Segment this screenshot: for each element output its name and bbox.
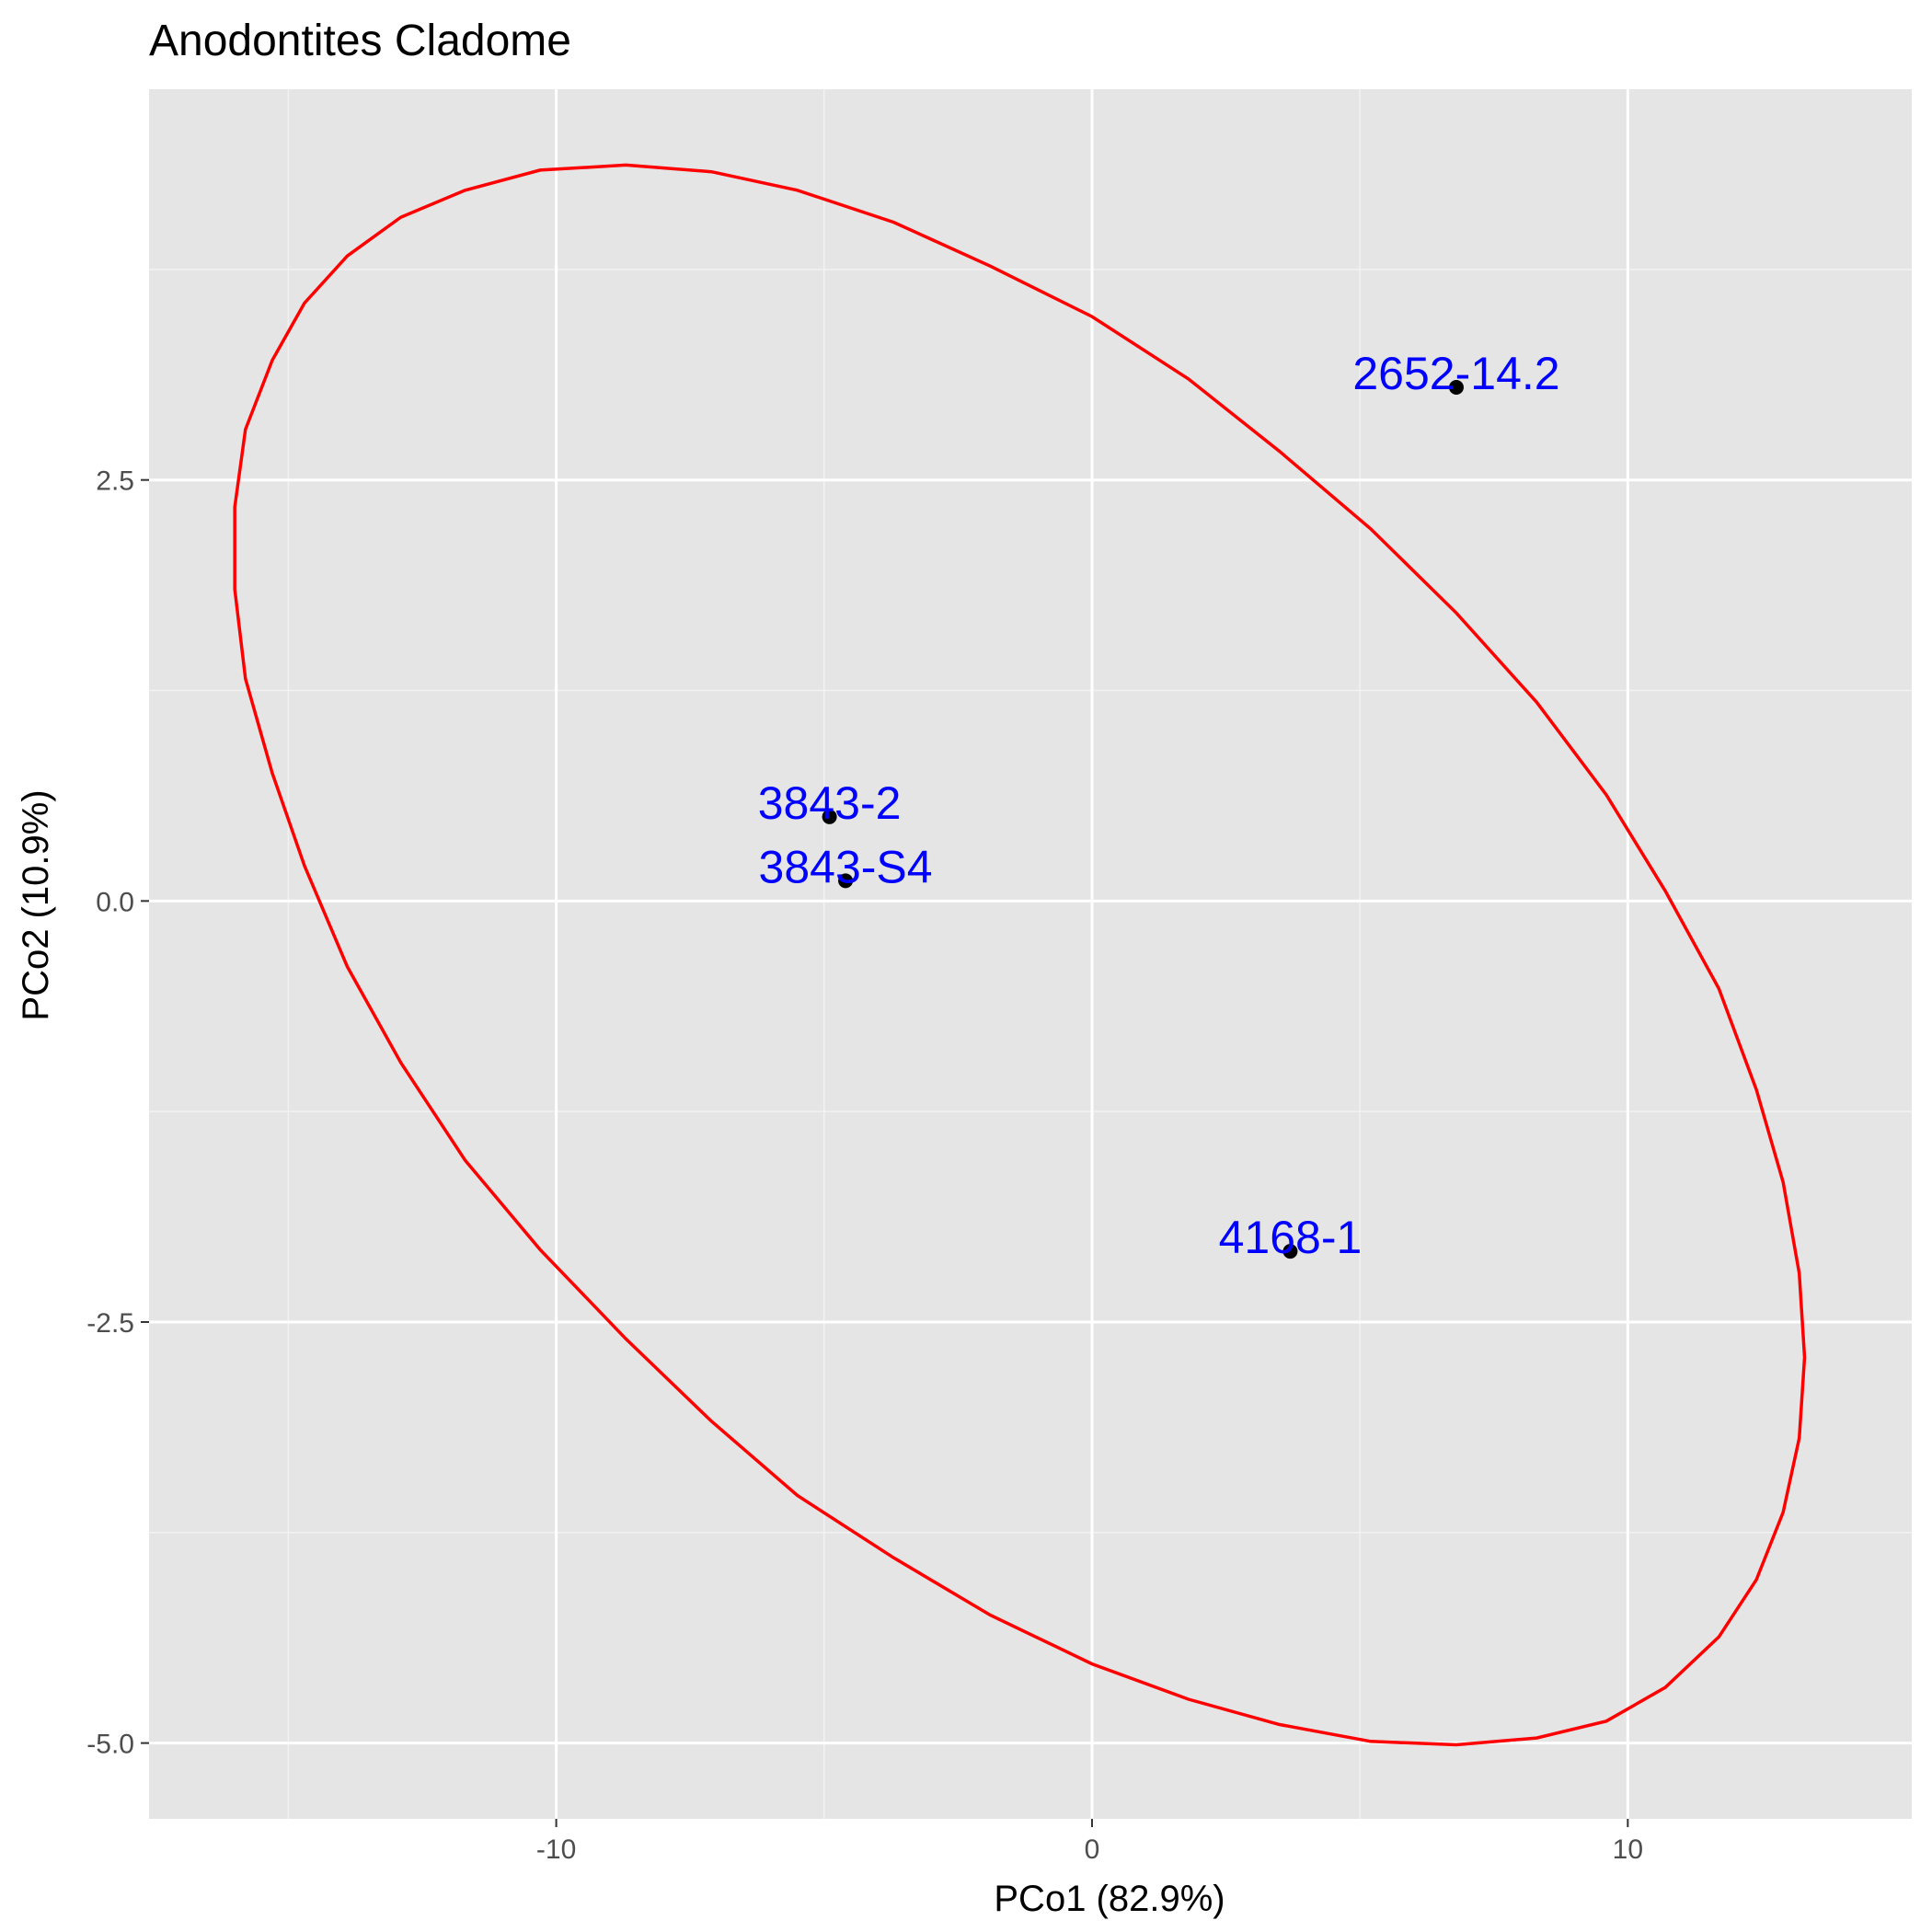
y-tick-label: -2.5: [86, 1308, 134, 1339]
plot-panel: [149, 89, 1912, 1819]
y-tick-label: -5.0: [86, 1730, 134, 1760]
x-axis: -10 0 10: [536, 1819, 1643, 1865]
point-label: 2652-14.2: [1352, 348, 1559, 399]
data-points: [822, 380, 1464, 1259]
point-label: 3843-2: [758, 777, 902, 829]
data-point: [1448, 380, 1464, 396]
y-tick-label: 2.5: [96, 466, 134, 497]
data-point: [822, 809, 837, 824]
point-label: 3843-S4: [759, 841, 933, 892]
x-tick-label: 0: [1085, 1834, 1100, 1865]
x-axis-title: PCo1 (82.9%): [994, 1879, 1225, 1919]
data-point: [838, 873, 854, 889]
y-axis: -5.0 -2.5 0.0 2.5: [86, 466, 149, 1760]
y-tick-label: 0.0: [96, 887, 134, 917]
y-axis-title: PCo2 (10.9%): [16, 789, 56, 1020]
x-tick-label: 10: [1613, 1834, 1643, 1865]
chart-title: Anodontites Cladome: [149, 17, 571, 65]
x-tick-label: -10: [536, 1834, 576, 1865]
minor-gridlines: [149, 89, 1912, 1819]
point-labels: 2652-14.2 3843-2 3843-S4 4168-1: [758, 348, 1560, 1263]
major-gridlines: [149, 89, 1912, 1819]
confidence-ellipse: [233, 163, 1807, 1747]
data-point: [1282, 1244, 1298, 1259]
point-label: 4168-1: [1219, 1212, 1363, 1263]
